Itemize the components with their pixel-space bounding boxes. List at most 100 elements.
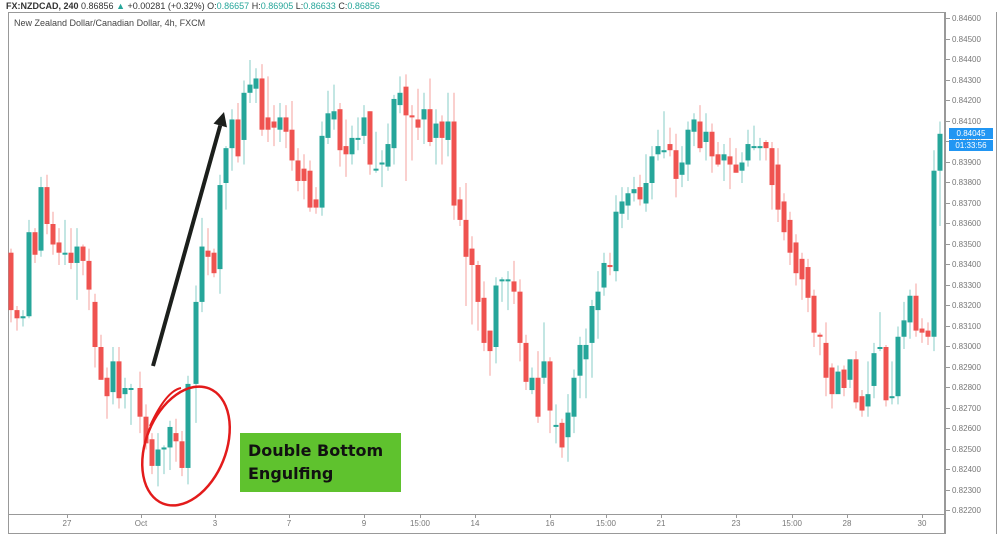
- bearish-candle: [475, 260, 481, 331]
- bullish-candle: [499, 277, 505, 302]
- bearish-candle: [925, 322, 931, 345]
- bearish-candle: [116, 347, 122, 409]
- low-value: 0.86633: [303, 1, 336, 11]
- bullish-candle: [349, 125, 355, 165]
- bearish-candle: [823, 322, 829, 397]
- bullish-candle: [649, 146, 655, 200]
- close-value: 0.86856: [347, 1, 380, 11]
- bullish-candle: [583, 328, 589, 399]
- price-tick: 0.82500: [946, 445, 981, 455]
- bullish-candle: [871, 342, 877, 399]
- time-tick: 16: [545, 519, 555, 528]
- time-tick-mark: [606, 515, 607, 518]
- time-tick-mark: [364, 515, 365, 518]
- time-tick: 23: [731, 519, 741, 528]
- time-tick-mark: [922, 515, 923, 518]
- bearish-candle: [799, 252, 805, 300]
- bullish-candle: [241, 80, 247, 165]
- price-tick: 0.82800: [946, 383, 981, 393]
- bullish-candle: [877, 312, 883, 352]
- bar-countdown: 01:33:56: [949, 140, 993, 151]
- bullish-candle: [571, 369, 577, 434]
- bullish-candle: [625, 187, 631, 220]
- price-tick: 0.82200: [946, 506, 981, 516]
- bullish-candle: [889, 361, 895, 405]
- symbol-info-bar: FX:NZDCAD, 240 0.86856 ▲ +0.00281 (+0.32…: [6, 0, 380, 12]
- bearish-candle: [919, 318, 925, 343]
- time-tick-mark: [847, 515, 848, 518]
- price-tick: 0.84400: [946, 55, 981, 65]
- bullish-candle: [601, 252, 607, 296]
- bearish-candle: [841, 365, 847, 397]
- price-tick: 0.83100: [946, 322, 981, 332]
- price-tick: 0.83400: [946, 260, 981, 270]
- bearish-candle: [559, 418, 565, 458]
- time-tick: 15:00: [409, 519, 431, 528]
- bearish-candle: [295, 148, 301, 192]
- time-axis[interactable]: [8, 515, 945, 534]
- bullish-candle: [355, 117, 361, 151]
- last-price: 0.86856: [81, 1, 114, 11]
- bullish-candle: [167, 420, 173, 470]
- bullish-candle: [373, 131, 379, 173]
- bearish-candle: [92, 293, 98, 368]
- time-tick: Oct: [134, 519, 148, 528]
- bearish-candle: [427, 78, 433, 147]
- price-tick: 0.84600: [946, 14, 981, 24]
- bullish-candle: [253, 68, 259, 104]
- bullish-candle: [865, 361, 871, 417]
- bearish-candle: [859, 390, 865, 417]
- price-tick: 0.83000: [946, 342, 981, 352]
- close-label: C:: [338, 1, 348, 11]
- price-tick: 0.84200: [946, 96, 981, 106]
- bearish-candle: [487, 330, 493, 376]
- arrow-head-icon: [213, 112, 227, 128]
- bullish-candle: [185, 375, 191, 485]
- price-tick: 0.82900: [946, 363, 981, 373]
- bullish-candle: [433, 109, 439, 165]
- bullish-candle: [937, 121, 943, 227]
- bullish-candle: [907, 289, 913, 339]
- bearish-candle: [637, 174, 643, 206]
- bearish-candle: [409, 105, 415, 161]
- bearish-candle: [853, 351, 859, 409]
- bearish-candle: [457, 187, 463, 227]
- bullish-candle: [643, 154, 649, 212]
- bullish-candle: [199, 217, 205, 313]
- triangle-up-icon: ▲: [116, 1, 126, 11]
- bearish-candle: [913, 283, 919, 337]
- bullish-candle: [613, 195, 619, 282]
- bearish-candle: [104, 367, 110, 419]
- price-tick: 0.83800: [946, 178, 981, 188]
- bullish-candle: [553, 404, 559, 444]
- bearish-candle: [50, 211, 56, 255]
- open-label: O:: [207, 1, 217, 11]
- chart-title: New Zealand Dollar/Canadian Dollar, 4h, …: [14, 18, 206, 28]
- time-tick: 9: [361, 519, 367, 528]
- bearish-candle: [517, 279, 523, 362]
- annotation-line-2: Engulfing: [248, 464, 334, 483]
- bullish-candle: [331, 84, 337, 130]
- bullish-candle: [128, 383, 134, 425]
- bearish-candle: [149, 433, 155, 475]
- time-tick-mark: [67, 515, 68, 518]
- bearish-candle: [14, 306, 20, 331]
- price-tick: 0.82400: [946, 465, 981, 475]
- bullish-candle: [155, 433, 161, 487]
- bullish-candle: [193, 285, 199, 423]
- bullish-candle: [595, 271, 601, 339]
- bullish-candle: [319, 121, 325, 216]
- bullish-candle: [679, 146, 685, 188]
- bearish-candle: [32, 228, 38, 263]
- symbol-label[interactable]: FX:NZDCAD, 240: [6, 1, 79, 11]
- bullish-candle: [361, 105, 367, 145]
- bullish-candle: [529, 367, 535, 395]
- price-axis[interactable]: [945, 12, 997, 534]
- bearish-candle: [205, 228, 211, 276]
- time-tick-mark: [661, 515, 662, 518]
- bullish-candle: [385, 123, 391, 171]
- bullish-candle: [122, 377, 128, 409]
- bearish-candle: [523, 334, 529, 391]
- bullish-candle: [661, 111, 667, 159]
